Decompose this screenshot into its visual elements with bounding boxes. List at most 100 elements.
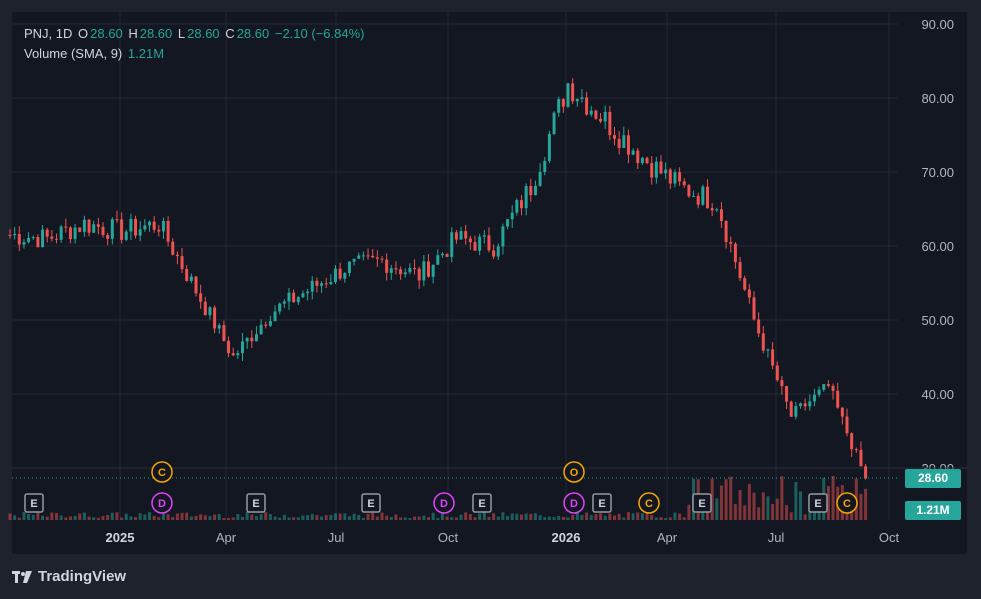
volume-label[interactable]: Volume (SMA, 9)	[24, 46, 123, 61]
candle-body	[599, 118, 603, 122]
event-marker-label: D	[440, 498, 448, 510]
low-label: L	[177, 26, 186, 41]
candle-body	[68, 227, 72, 240]
candle-body	[157, 229, 161, 232]
volume-bar	[785, 505, 789, 520]
volume-bar	[431, 512, 435, 520]
volume-bar	[8, 513, 12, 520]
volume-bar	[403, 517, 407, 520]
volume-bar	[254, 516, 258, 520]
volume-bar	[780, 476, 784, 520]
volume-bar	[766, 496, 770, 520]
candle-body	[715, 209, 719, 211]
earnings-event-marker	[692, 493, 712, 513]
volume-bar	[571, 514, 575, 520]
candle-body	[492, 250, 496, 257]
candle-body	[185, 269, 189, 281]
volume-bar	[13, 515, 17, 520]
volume-bar	[533, 513, 537, 520]
volume-bar	[427, 517, 430, 520]
volume-bar	[264, 512, 268, 520]
candle-body	[180, 256, 184, 270]
candle-body	[399, 269, 403, 275]
volume-bar	[231, 517, 235, 520]
volume-bar	[510, 513, 514, 520]
volume-bar	[92, 517, 96, 520]
candle-body	[241, 341, 244, 354]
earnings-event-marker	[808, 493, 828, 513]
volume-bar	[394, 514, 398, 520]
candle-body	[129, 218, 133, 232]
candle-body	[766, 349, 770, 351]
volume-bar	[385, 515, 389, 520]
volume-bar	[268, 513, 272, 520]
candle-body	[161, 221, 165, 232]
event-marker-label: C	[645, 498, 653, 510]
candle-body	[59, 226, 63, 240]
candle-body	[334, 268, 337, 282]
candle-body	[440, 253, 444, 256]
volume-bar	[608, 513, 612, 520]
event-marker-label: E	[814, 498, 821, 510]
volume-bar	[185, 512, 189, 520]
volume-bar	[59, 515, 63, 520]
event-marker-label: E	[698, 498, 705, 510]
candle-body	[394, 268, 398, 270]
candle-body	[73, 227, 77, 240]
volume-bar	[789, 512, 793, 520]
volume-bar	[320, 516, 324, 520]
candle-body	[27, 238, 31, 243]
tradingview-logo[interactable]: TradingView	[12, 568, 126, 585]
volume-value: 1.21M	[127, 46, 165, 61]
candle-body	[826, 384, 830, 386]
volume-bar	[296, 517, 300, 520]
volume-bar	[799, 491, 802, 520]
chart-pane[interactable]	[12, 12, 967, 554]
candle-body	[301, 293, 305, 298]
volume-bar	[664, 517, 668, 520]
volume-bar	[575, 512, 579, 520]
volume-bar	[640, 513, 644, 520]
candle-body	[761, 333, 765, 351]
candle-body	[701, 186, 705, 205]
candle-body	[310, 280, 314, 292]
volume-bar	[794, 482, 798, 520]
candle-body	[338, 268, 342, 279]
candle-body	[836, 390, 840, 408]
volume-bar	[152, 515, 156, 520]
orange-event-marker	[151, 461, 173, 483]
candle-body	[752, 297, 756, 320]
candle-body	[794, 406, 798, 417]
volume-bar	[157, 517, 161, 520]
candle-body	[236, 353, 240, 356]
candle-body	[101, 226, 105, 235]
candle-body	[464, 231, 468, 239]
candle-body	[120, 219, 124, 240]
earnings-event-marker	[246, 493, 266, 513]
x-tick-label: Oct	[438, 530, 459, 545]
low-value: 28.60	[187, 26, 220, 41]
candle-body	[747, 289, 751, 298]
symbol-label[interactable]: PNJ, 1D	[24, 26, 73, 41]
candle-body	[845, 416, 849, 434]
volume-bar	[236, 513, 240, 520]
candle-body	[789, 401, 793, 417]
volume-bar	[143, 514, 147, 520]
volume-bar	[757, 507, 761, 520]
candle-body	[468, 238, 472, 243]
volume-bar	[603, 515, 607, 520]
candle-body	[254, 334, 258, 342]
volume-bar	[729, 476, 733, 520]
candle-body	[631, 150, 635, 155]
x-tick-label: Oct	[879, 530, 900, 545]
volume-bar	[631, 513, 635, 520]
volume-bar	[826, 486, 830, 520]
candle-body	[571, 83, 575, 102]
candle-body	[487, 235, 491, 251]
candle-body	[17, 233, 21, 245]
volume-bar	[682, 517, 686, 520]
x-tick-label: 2025	[106, 530, 135, 545]
volume-bar	[515, 513, 519, 520]
